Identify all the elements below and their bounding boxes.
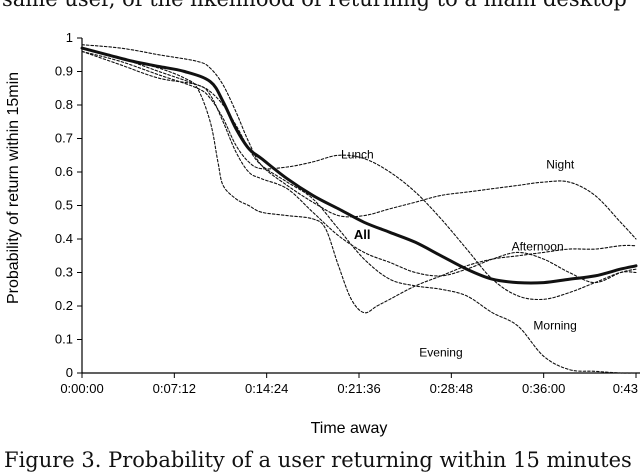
top-paragraph-text: same user, of the likelihood of returnin… [2,0,638,11]
y-tick-label: 0.8 [55,97,73,112]
y-tick-label: 0.2 [55,298,73,313]
series-line-lunch [81,50,637,301]
series-line-morning [81,47,637,374]
probability-chart: 0 0.1 0.2 0.3 0.4 0.5 0.6 0.7 0.8 0.9 1 0:00:00 0:07… [5,30,640,437]
y-tick-label: 0 [66,365,73,380]
label-layer: Lunch Night All Afternoon Morning Evening [341,148,577,360]
series-label-evening: Evening [419,345,462,359]
series-line-evening [81,47,637,314]
x-axis-title: Time away [311,420,388,437]
series-label-morning: Morning [533,318,576,332]
y-tick-label: 0.3 [55,265,73,280]
series-label-afternoon: Afternoon [512,240,564,254]
x-tick-label: 0:36:00 [522,381,565,396]
series-line-all [80,46,638,285]
x-tick-label: 0:21:36 [337,381,380,396]
y-tick-label: 0.6 [55,164,73,179]
x-tick-label: 0:43 [613,381,638,396]
series-label-lunch: Lunch [341,148,374,162]
y-tick-label: 0.5 [55,198,73,213]
series-label-all: All [354,227,371,242]
axes-layer: 0 0.1 0.2 0.3 0.4 0.5 0.6 0.7 0.8 0.9 1 0:00:00 0:07… [55,30,640,396]
x-tick-label: 0:28:48 [430,381,473,396]
y-tick-label: 1 [66,30,73,45]
series-layer [80,44,638,374]
y-axis-title: Probability of return within 15min [5,72,22,304]
y-tick-label: 0.1 [55,332,73,347]
y-tick-label: 0.7 [55,131,73,146]
x-tick-label: 0:14:24 [245,381,288,396]
figure-caption: Figure 3. Probability of a user returnin… [4,448,632,472]
x-tick-label: 0:00:00 [60,381,103,396]
y-tick-label: 0.9 [55,64,73,79]
x-tick-label: 0:07:12 [153,381,196,396]
series-line-night [81,44,637,240]
y-tick-label: 0.4 [55,231,73,246]
series-label-night: Night [546,158,575,172]
